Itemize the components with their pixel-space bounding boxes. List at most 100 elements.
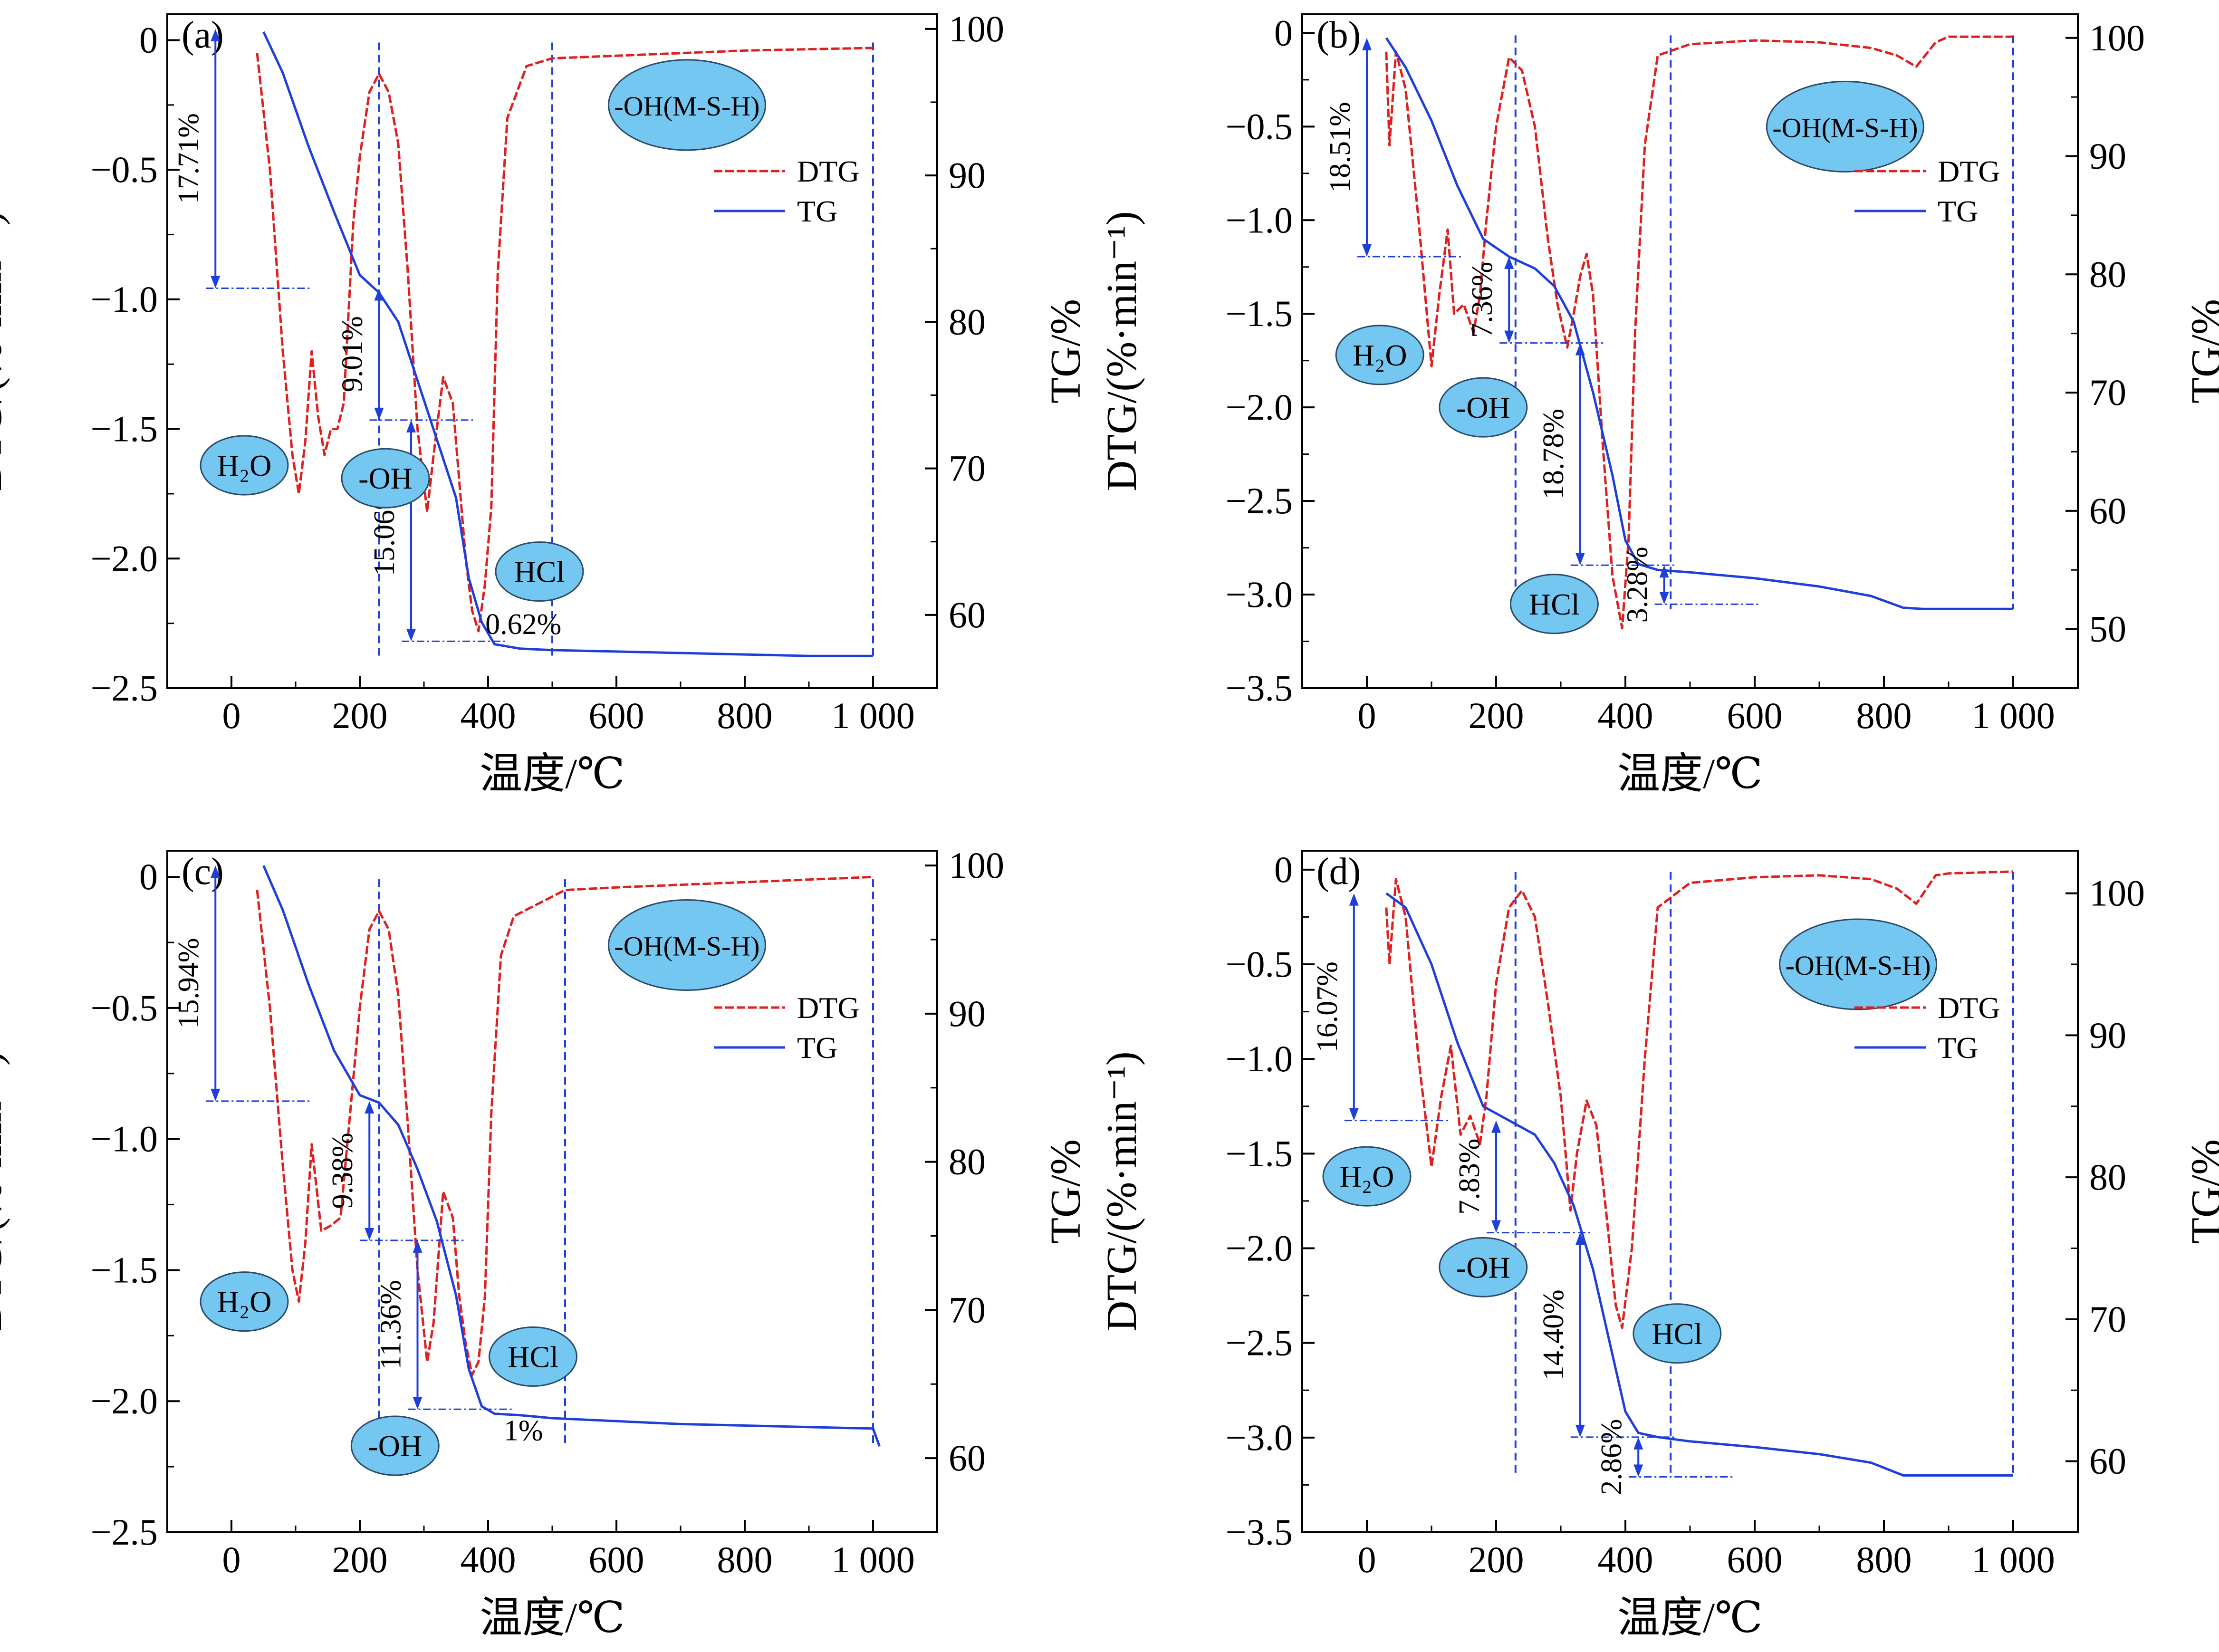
stage-bubble <box>1322 1146 1412 1207</box>
legend-label: DTG <box>797 991 860 1025</box>
mass-loss-arrowhead <box>1575 1424 1585 1437</box>
mass-loss-arrowhead <box>413 1240 423 1253</box>
mass-loss-label: 9.38% <box>327 1133 359 1209</box>
stage-bubble-label: -OH(M-S-H) <box>614 931 759 962</box>
y-left-tick-label: −1.0 <box>1226 199 1293 240</box>
y-left-tick-label: −2.0 <box>91 1380 158 1421</box>
mass-loss-arrowhead <box>374 288 384 301</box>
y-right-tick-label: 70 <box>949 448 986 489</box>
mass-loss-label: 9.01% <box>336 316 369 392</box>
x-axis-title: 温度/℃ <box>480 750 625 797</box>
y-left-tick-label: −2.0 <box>1226 386 1293 428</box>
y-right-tick-label: 100 <box>2089 17 2145 58</box>
y-right-tick-label: 100 <box>2089 873 2145 914</box>
y-left-tick-label: 0 <box>139 19 158 61</box>
y-right-tick-label: 90 <box>2089 135 2126 177</box>
y-left-tick-label: −1.0 <box>1226 1038 1293 1079</box>
mass-loss-arrowhead <box>406 420 416 432</box>
mass-loss-arrowhead <box>1633 1437 1643 1450</box>
series-line-tg <box>262 31 873 657</box>
y-left-tick-label: −1.5 <box>91 1249 158 1290</box>
x-tick-label: 200 <box>1469 1539 1524 1580</box>
mass-loss-label: 0.62% <box>485 608 561 641</box>
stage-bubble-label: -OH(M-S-H) <box>1772 112 1918 143</box>
mass-loss-arrowhead <box>1659 565 1669 578</box>
legend-label: DTG <box>1938 154 2000 188</box>
mass-loss-arrowhead <box>1633 1464 1643 1477</box>
y-right-tick-label: 80 <box>949 301 986 342</box>
x-tick-label: 200 <box>1469 695 1524 736</box>
x-tick-label: 800 <box>1856 695 1912 736</box>
stage-bubble-label: -OH <box>1456 1250 1510 1284</box>
mass-loss-label: 17.71% <box>173 113 205 204</box>
mass-loss-arrowhead <box>365 1101 375 1114</box>
mass-loss-arrowhead <box>1491 1220 1501 1233</box>
mass-loss-arrowhead <box>1504 256 1514 269</box>
legend-label: TG <box>1938 1031 1978 1065</box>
mass-loss-arrowhead <box>1575 553 1585 566</box>
y-right-tick-label: 60 <box>949 1437 986 1479</box>
stage-bubble-label: -OH(M-S-H) <box>614 91 759 122</box>
plot-frame <box>166 850 938 1533</box>
mass-loss-label: 15.94% <box>173 938 205 1028</box>
y-left-tick-label: −3.0 <box>1226 1417 1293 1458</box>
y-right-tick-label: 70 <box>2089 372 2126 413</box>
x-tick-label: 600 <box>589 1539 644 1580</box>
x-axis-title: 温度/℃ <box>1617 750 1763 797</box>
y-right-tick-label: 90 <box>2089 1014 2126 1056</box>
y-left-tick-label: −1.0 <box>91 1118 158 1160</box>
x-tick-label: 600 <box>1727 1539 1783 1580</box>
plot-frame <box>1301 850 2079 1533</box>
y-right-tick-label: 50 <box>2089 608 2126 650</box>
stage-bubble <box>608 899 766 991</box>
x-tick-label: 1 000 <box>1971 695 2055 736</box>
stage-bubble <box>495 541 584 602</box>
y-right-tick-label: 60 <box>949 594 986 635</box>
y-left-axis-title: DTG/(%·min⁻¹) <box>1098 211 1145 491</box>
stage-bubble <box>350 1415 440 1476</box>
chart-panel-d: 0 200 400 600 800 1 000 0 −0.5 −1.0 −1.5 −2.0 −2.5 −… <box>1098 849 2219 1642</box>
series-line-dtg <box>256 47 874 633</box>
x-tick-label: 1 000 <box>1971 1539 2055 1580</box>
series-line-dtg <box>1385 870 2014 1329</box>
stage-bubble-label: -OH <box>368 1429 422 1463</box>
x-tick-label: 200 <box>332 695 388 736</box>
x-tick-label: 1 000 <box>831 1539 915 1580</box>
x-tick-label: 800 <box>717 1539 773 1580</box>
x-tick-label: 600 <box>589 695 644 736</box>
x-axis-title: 温度/℃ <box>480 1594 625 1642</box>
y-right-axis-title: TG/% <box>2183 1139 2219 1244</box>
y-left-tick-label: −1.5 <box>1226 1133 1293 1174</box>
stage-bubble <box>341 448 430 509</box>
x-tick-label: 400 <box>1598 695 1653 736</box>
y-left-axis-title: DTG/(%·min⁻¹) <box>0 1051 10 1331</box>
y-left-tick-label: −1.5 <box>1226 293 1293 334</box>
y-right-tick-label: 80 <box>949 1141 986 1182</box>
y-left-tick-label: −3.0 <box>1226 574 1293 615</box>
mass-loss-label: 1% <box>504 1415 543 1447</box>
mass-loss-arrowhead <box>1659 592 1669 605</box>
mass-loss-arrowhead <box>1349 893 1359 906</box>
stage-bubble-label: H₂O <box>1353 338 1407 372</box>
stage-bubble <box>608 59 766 151</box>
legend-label: TG <box>797 194 837 228</box>
stage-bubble-label: -OH <box>358 461 413 495</box>
y-left-tick-label: −0.5 <box>1226 106 1293 147</box>
panel-label: (b) <box>1316 14 1361 56</box>
y-right-axis-title: TG/% <box>1042 299 1089 403</box>
x-tick-label: 0 <box>222 695 241 736</box>
stage-bubble <box>1439 1237 1528 1297</box>
x-tick-label: 800 <box>717 695 773 736</box>
series-line-tg <box>262 865 881 1447</box>
x-tick-label: 0 <box>222 1539 241 1580</box>
mass-loss-arrowhead <box>211 1088 221 1101</box>
panel-label: (d) <box>1316 851 1361 893</box>
y-left-tick-label: 0 <box>139 856 158 897</box>
stage-bubble-label: -OH <box>1456 391 1510 424</box>
y-right-tick-label: 60 <box>2089 1441 2126 1482</box>
y-left-tick-label: −2.5 <box>91 667 158 709</box>
mass-loss-arrowhead <box>211 29 221 41</box>
mass-loss-label: 16.07% <box>1311 961 1344 1052</box>
mass-loss-arrowhead <box>1575 1232 1585 1245</box>
stage-bubble-label: -OH(M-S-H) <box>1786 950 1931 981</box>
